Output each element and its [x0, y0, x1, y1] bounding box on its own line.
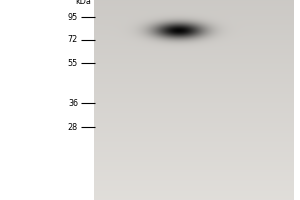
- Text: 55: 55: [68, 58, 78, 68]
- Text: 72: 72: [68, 36, 78, 45]
- Text: 36: 36: [68, 98, 78, 108]
- Text: 28: 28: [68, 122, 78, 132]
- Text: 95: 95: [68, 12, 78, 21]
- Text: kDa: kDa: [76, 0, 91, 6]
